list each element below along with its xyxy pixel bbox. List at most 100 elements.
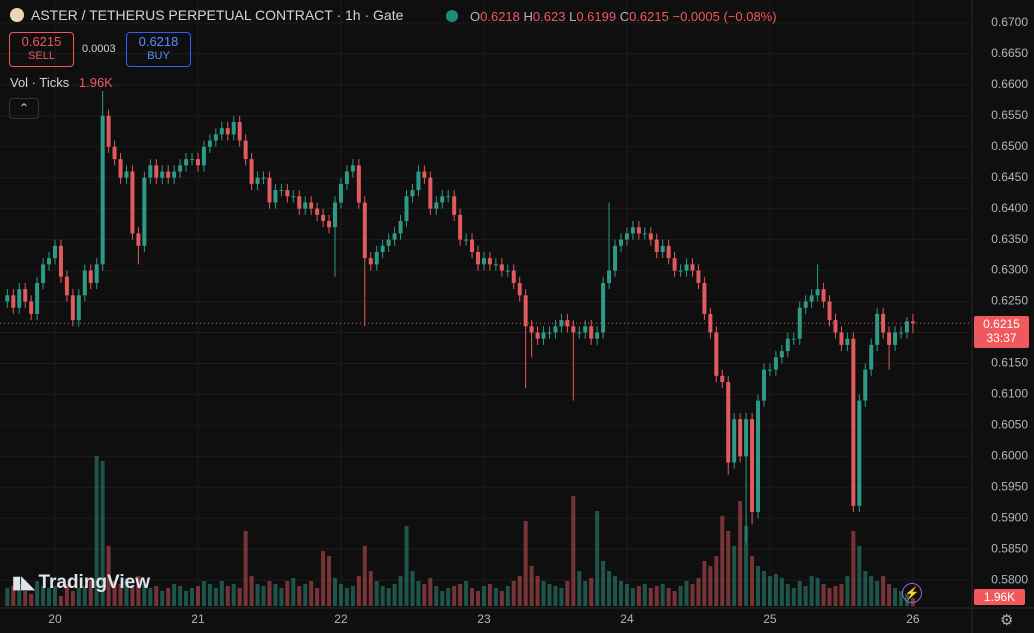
alert-icon[interactable]: ⚡ (902, 583, 922, 603)
candle-body (887, 332, 892, 345)
volume-bar (279, 588, 284, 606)
candle-body (428, 177, 433, 209)
volume-bar (5, 588, 10, 606)
volume-bar (398, 576, 403, 606)
candle-body (416, 171, 421, 191)
volume-bar (172, 584, 177, 606)
y-tick-label: 0.6050 (991, 418, 1028, 432)
candle-body (434, 202, 439, 209)
candle-body (899, 332, 904, 334)
volume-bar (160, 591, 165, 606)
volume-bar (642, 584, 647, 606)
volume-bar (827, 588, 832, 606)
volume-bar (452, 586, 457, 606)
volume-bar (23, 591, 28, 606)
candle-body (172, 171, 177, 178)
candle-body (821, 289, 826, 302)
volume-bar (100, 461, 105, 606)
candle-body (303, 202, 308, 209)
candle-body (178, 165, 183, 172)
volume-bar (255, 584, 260, 606)
volume-bar (505, 586, 510, 606)
volume-bar (708, 566, 713, 606)
volume-bar (678, 586, 683, 606)
volume-bar (613, 576, 618, 606)
candle-body (684, 264, 689, 271)
volume-bar (565, 581, 570, 606)
volume-bar (756, 566, 761, 606)
volume-bar (720, 516, 725, 606)
candle-body (720, 375, 725, 383)
candle-body (446, 196, 451, 198)
volume-bar (118, 584, 123, 606)
x-tick-label: 26 (906, 612, 920, 626)
volume-bar (654, 586, 659, 606)
candle-body (517, 282, 522, 296)
candle-body (201, 146, 206, 166)
candle-body (255, 177, 260, 184)
volume-bar (529, 566, 534, 606)
candle-body (452, 196, 457, 215)
volume-bar (29, 594, 34, 606)
candle-body (565, 320, 570, 327)
candle-body (261, 177, 266, 179)
candle-body (863, 369, 868, 401)
candle-body (702, 282, 707, 314)
candle-body (511, 270, 516, 283)
volume-bar (35, 581, 40, 606)
candle-body (267, 177, 272, 203)
candle-body (88, 270, 93, 283)
candle-body (309, 202, 314, 209)
legend-change: −0.0005 (−0.08%) (672, 9, 777, 24)
candle-body (803, 301, 808, 308)
candle-body (362, 202, 367, 259)
legend-value: 0.6218 (480, 9, 520, 24)
collapse-button[interactable]: ⌃ (9, 98, 39, 119)
sell-button[interactable]: 0.6215 SELL (9, 32, 74, 67)
candle-body (654, 239, 659, 252)
candle-body (779, 351, 784, 358)
candle-body (726, 382, 731, 463)
candle-body (493, 264, 498, 266)
volume-bar (70, 591, 75, 606)
buy-button[interactable]: 0.6218 BUY (126, 32, 191, 67)
candle-body (112, 146, 117, 160)
volume-bar (88, 581, 93, 606)
candle-body (523, 295, 528, 327)
candle-body (613, 245, 618, 271)
volume-bar (338, 584, 343, 606)
volume-bar (821, 584, 826, 606)
volume-bar (881, 576, 886, 606)
volume-bar (601, 561, 606, 606)
volume-bar (267, 581, 272, 606)
y-tick-label: 0.5900 (991, 510, 1028, 524)
volume-bar (767, 576, 772, 606)
volume-bar (493, 588, 498, 606)
volume-bar (64, 584, 69, 606)
sell-label: SELL (28, 50, 55, 62)
volume-bar (618, 581, 623, 606)
candle-body (243, 140, 248, 160)
volume-bar (589, 578, 594, 606)
candle-body (398, 221, 403, 234)
candle-body (195, 159, 200, 166)
candle-body (487, 258, 492, 265)
candle-body (481, 258, 486, 265)
volume-bar (380, 586, 385, 606)
candle-body (881, 313, 886, 333)
candle-body (624, 233, 629, 240)
volume-bar (249, 576, 254, 606)
candle-body (76, 295, 81, 321)
candle-body (440, 196, 445, 203)
y-tick-label: 0.5950 (991, 479, 1028, 493)
candle-body (374, 251, 379, 265)
volume-bar (726, 531, 731, 606)
volume-bar (219, 581, 224, 606)
x-tick-label: 21 (191, 612, 205, 626)
volume-bar (607, 571, 612, 606)
volume-bar (166, 588, 171, 606)
settings-icon[interactable]: ⚙ (1000, 612, 1014, 629)
x-tick-label: 22 (334, 612, 348, 626)
candle-body (124, 171, 129, 178)
candle-body (368, 258, 373, 265)
